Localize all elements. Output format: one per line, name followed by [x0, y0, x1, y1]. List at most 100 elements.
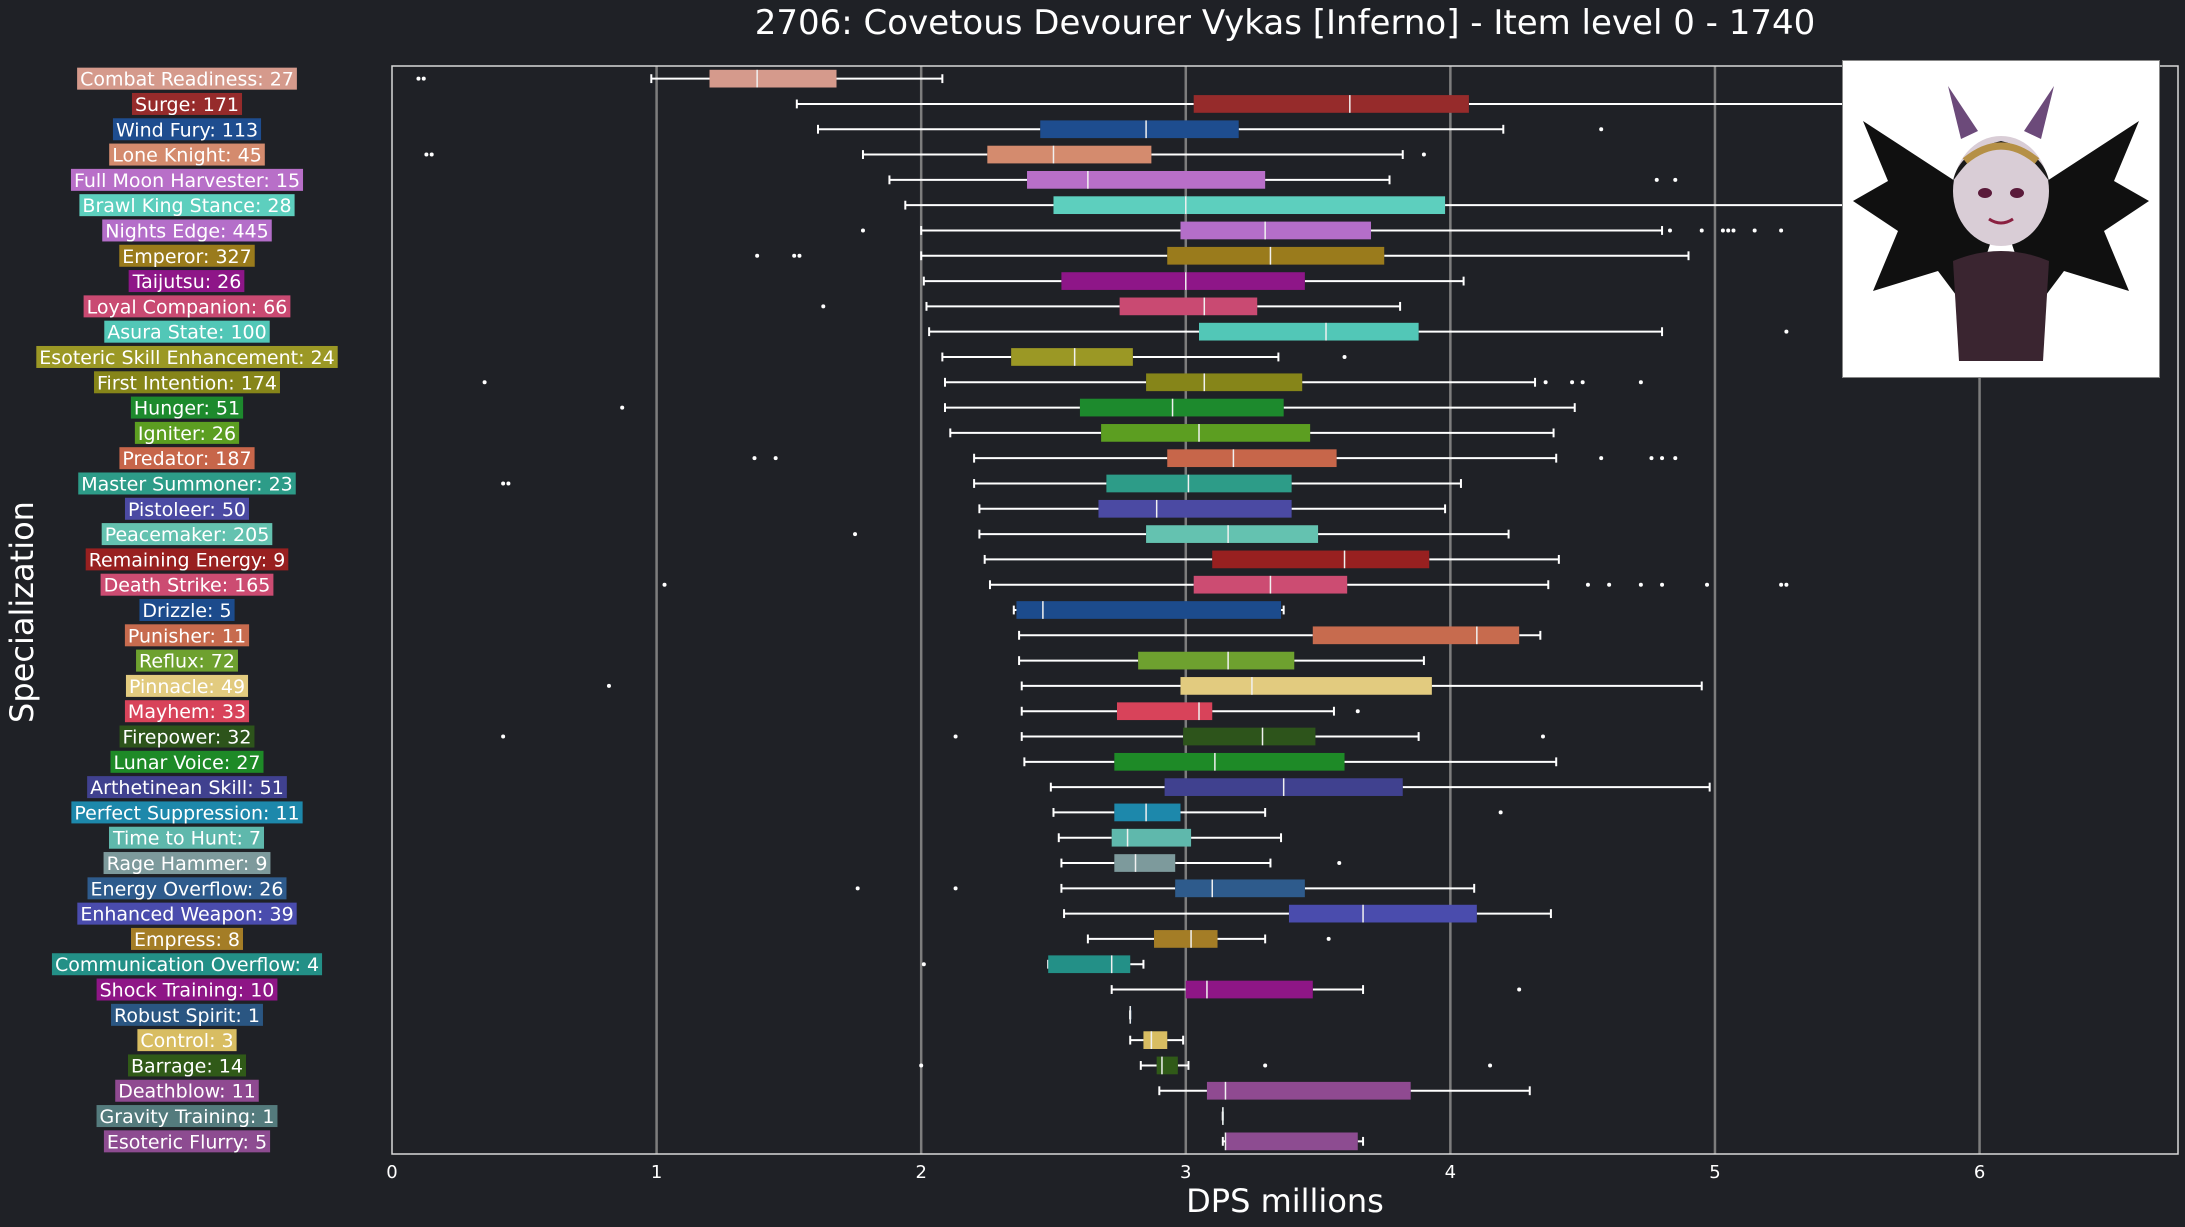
category-label-text: Nights Edge: 445	[105, 220, 269, 242]
category-label-background	[136, 649, 238, 672]
box-group	[501, 474, 1462, 493]
category-label-text: Master Summoner: 23	[81, 473, 293, 495]
category-label: Asura State: 100	[104, 320, 270, 344]
category-label-text: Shock Training: 10	[100, 980, 275, 1002]
box-group	[860, 221, 1784, 240]
plot-frame	[391, 65, 2179, 1155]
x-tick-label: 1	[651, 1162, 662, 1183]
category-label-text: Enhanced Weapon: 39	[80, 904, 293, 926]
outlier-point	[421, 76, 426, 81]
category-label: Esoteric Flurry: 5	[103, 1130, 271, 1153]
outlier-point	[953, 734, 958, 739]
iqr-box	[1061, 272, 1305, 290]
outlier-point	[919, 1063, 924, 1068]
iqr-box	[1114, 854, 1176, 872]
category-label-text: Igniter: 26	[138, 423, 236, 445]
category-label: Empress: 8	[131, 927, 243, 951]
category-label-text: Energy Overflow: 26	[91, 878, 284, 900]
category-label-background	[87, 877, 287, 900]
category-label-background	[130, 396, 244, 419]
outlier-point	[1421, 152, 1426, 157]
iqr-box	[1048, 955, 1131, 974]
box-group	[949, 424, 1555, 442]
outlier-point	[1570, 380, 1575, 385]
box-group	[919, 1056, 1493, 1075]
outlier-point	[429, 152, 434, 157]
iqr-box	[1119, 297, 1258, 316]
category-label-text: Pinnacle: 49	[129, 676, 245, 698]
category-label-text: Empress: 8	[134, 929, 240, 951]
category-label: First Intention: 174	[94, 371, 280, 394]
category-label: Brawl King Stance: 28	[79, 194, 295, 217]
category-label-background	[115, 1079, 259, 1102]
outlier-point	[855, 886, 860, 891]
category-label-text: Death Strike: 165	[104, 575, 271, 597]
box-group	[1023, 752, 1558, 771]
category-label-text: Rage Hammer: 9	[107, 853, 268, 875]
category-label-text: Pistoleer: 50	[128, 499, 246, 521]
box-group	[1158, 1081, 1531, 1100]
outlier-point	[1654, 177, 1659, 182]
iqr-box	[1011, 348, 1133, 366]
box-group	[416, 69, 944, 88]
outlier-point	[620, 405, 625, 410]
category-label-background	[96, 978, 278, 1001]
category-label: Predator: 187	[119, 447, 255, 470]
gold-crown	[1962, 142, 2040, 164]
category-label: Surge: 171	[131, 92, 243, 116]
outlier-point	[1673, 456, 1678, 461]
category-label-background	[85, 548, 289, 571]
iqr-box	[1212, 550, 1430, 569]
box-group	[755, 246, 1690, 265]
outlier-point	[1638, 582, 1643, 587]
iqr-box	[987, 145, 1152, 164]
category-label-background	[102, 219, 272, 242]
outlier-point	[1517, 987, 1522, 992]
category-label-background	[71, 801, 303, 824]
outlier-point	[1673, 177, 1678, 182]
category-label-background	[103, 1130, 271, 1153]
box-group	[1060, 854, 1342, 872]
category-label: Gravity Training: 1	[96, 1105, 278, 1128]
category-label: Hunger: 51	[130, 396, 244, 420]
category-label: Mayhem: 33	[124, 700, 250, 723]
box-group	[921, 955, 1145, 974]
box-group	[983, 550, 1560, 569]
outlier-point	[1667, 228, 1672, 233]
outlier-point	[860, 228, 865, 233]
category-label-background	[128, 270, 245, 293]
outlier-point	[501, 734, 506, 739]
category-label-background	[36, 345, 338, 368]
category-label-text: Perfect Suppression: 11	[74, 802, 299, 824]
iqr-box	[1167, 449, 1337, 468]
x-tick-label: 5	[1709, 1162, 1720, 1183]
iqr-box	[1167, 246, 1385, 265]
outlier-point	[921, 962, 926, 967]
iqr-box	[1016, 601, 1282, 619]
category-label-text: Surge: 171	[135, 94, 239, 116]
boss-portrait-art	[1853, 86, 2149, 361]
iqr-box	[1040, 120, 1239, 139]
outlier-point	[1660, 456, 1665, 461]
outlier-point	[662, 582, 667, 587]
category-label-text: Arthetinean Skill: 51	[90, 777, 284, 799]
category-label-background	[124, 497, 250, 520]
category-label-background	[100, 573, 274, 596]
outlier-point	[1779, 228, 1784, 233]
category-label: Shock Training: 10	[96, 978, 278, 1002]
outlier-point	[1752, 228, 1757, 233]
outlier-point	[1705, 582, 1710, 587]
category-label-background	[87, 776, 287, 799]
category-label-text: Predator: 187	[122, 448, 251, 470]
x-axis-ticks: 0 1 2 3 4 5 6	[386, 1162, 1985, 1183]
outlier-point	[755, 253, 760, 258]
iqr-box	[1116, 702, 1213, 721]
category-label-background	[70, 168, 304, 191]
category-label-background	[51, 953, 323, 976]
outlier-point	[773, 456, 778, 461]
box-group	[1129, 1031, 1185, 1049]
outlier-point	[1498, 810, 1503, 815]
category-label: Pinnacle: 49	[125, 674, 249, 698]
x-tick-label: 3	[1180, 1162, 1191, 1183]
iqr-box	[1175, 879, 1305, 898]
